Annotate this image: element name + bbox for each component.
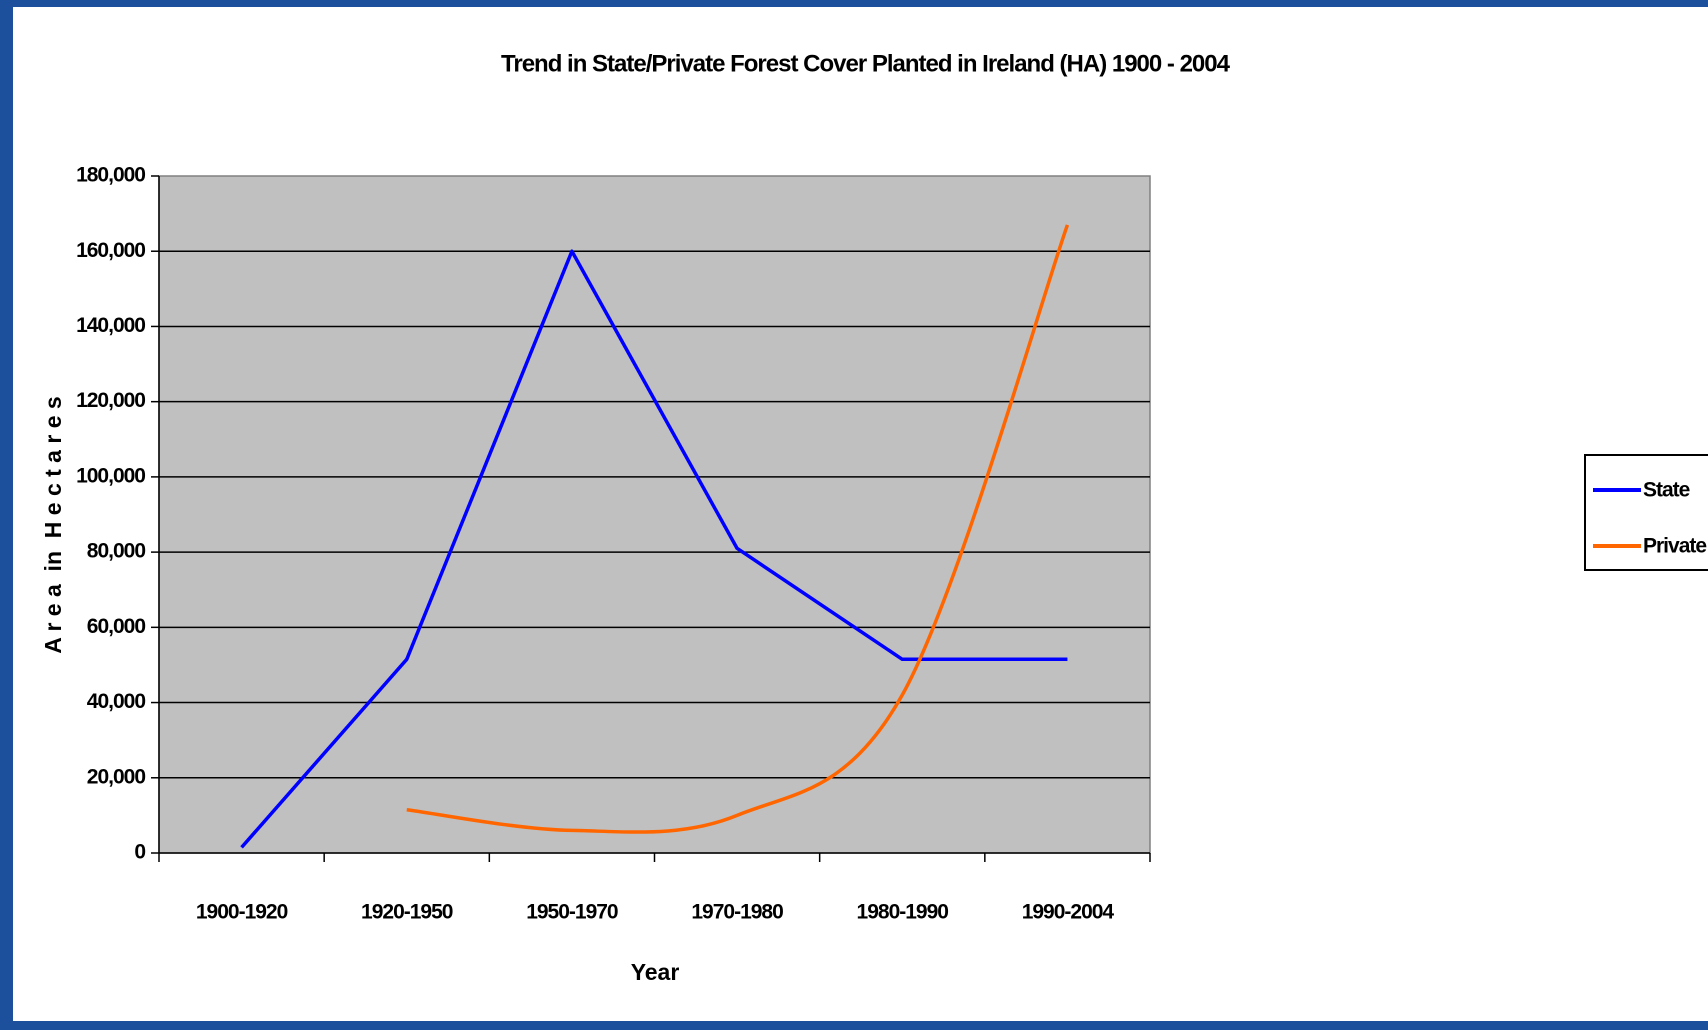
x-tick-label: 1920-1950	[361, 901, 453, 924]
y-tick-label: 120,000	[76, 389, 145, 412]
y-tick-label: 20,000	[87, 765, 146, 788]
x-tick-label: 1900-1920	[196, 901, 288, 924]
x-tick-label: 1950-1970	[526, 901, 618, 924]
x-tick-label: 1990-2004	[1022, 901, 1115, 924]
legend-box	[1584, 454, 1708, 571]
legend-label: State	[1643, 479, 1690, 502]
y-tick-label: 100,000	[76, 464, 145, 487]
plot-area	[158, 175, 1151, 854]
y-tick-label: 140,000	[76, 314, 145, 337]
x-axis-title: Year	[631, 959, 680, 985]
y-tick-label: 60,000	[87, 615, 146, 638]
y-tick-label: 0	[134, 841, 145, 864]
y-tick-label: 40,000	[87, 690, 146, 713]
y-axis-title: A r e a in H e c t a r e s	[40, 396, 66, 653]
line-series	[406, 224, 1070, 834]
legend-label: Private	[1643, 535, 1706, 558]
x-tick-label: 1970-1980	[691, 901, 783, 924]
x-tick-label: 1980-1990	[857, 901, 949, 924]
chart-title: Trend in State/Private Forest Cover Plan…	[501, 50, 1231, 77]
line-series	[240, 249, 1068, 849]
y-tick-label: 180,000	[76, 164, 145, 187]
y-tick-label: 80,000	[87, 540, 146, 563]
y-tick-label: 160,000	[76, 239, 145, 262]
